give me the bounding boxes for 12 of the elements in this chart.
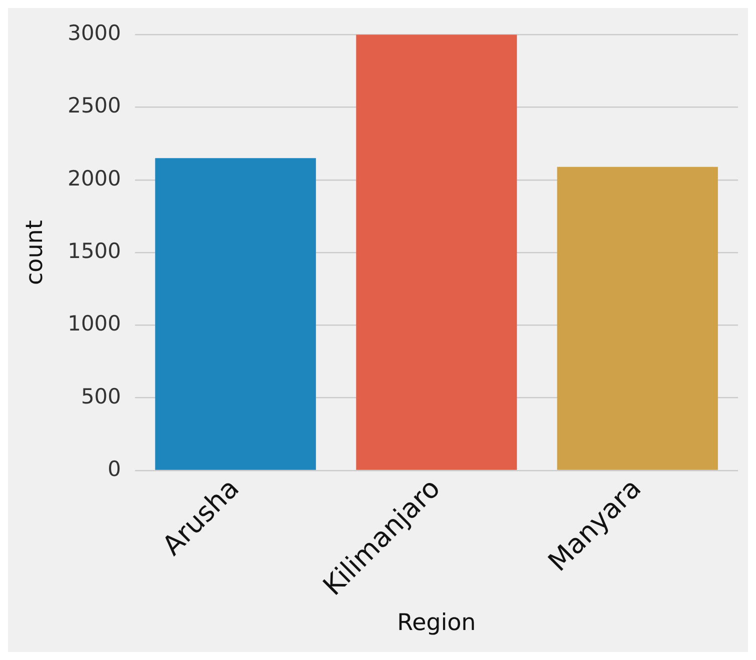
- y-tick-label: 1500: [68, 239, 122, 264]
- y-tick-label: 3000: [68, 21, 122, 46]
- y-tick-label: 2500: [68, 94, 122, 118]
- y-axis-title: count: [22, 220, 48, 286]
- bar: [356, 34, 517, 470]
- bar: [155, 158, 316, 470]
- x-axis-title: Region: [397, 610, 476, 636]
- y-tick-label: 500: [80, 384, 122, 408]
- y-tick-label: 1000: [68, 312, 122, 336]
- y-tick-label: 0: [108, 457, 122, 481]
- bar: [557, 166, 718, 470]
- y-tick-label: 2000: [68, 166, 122, 190]
